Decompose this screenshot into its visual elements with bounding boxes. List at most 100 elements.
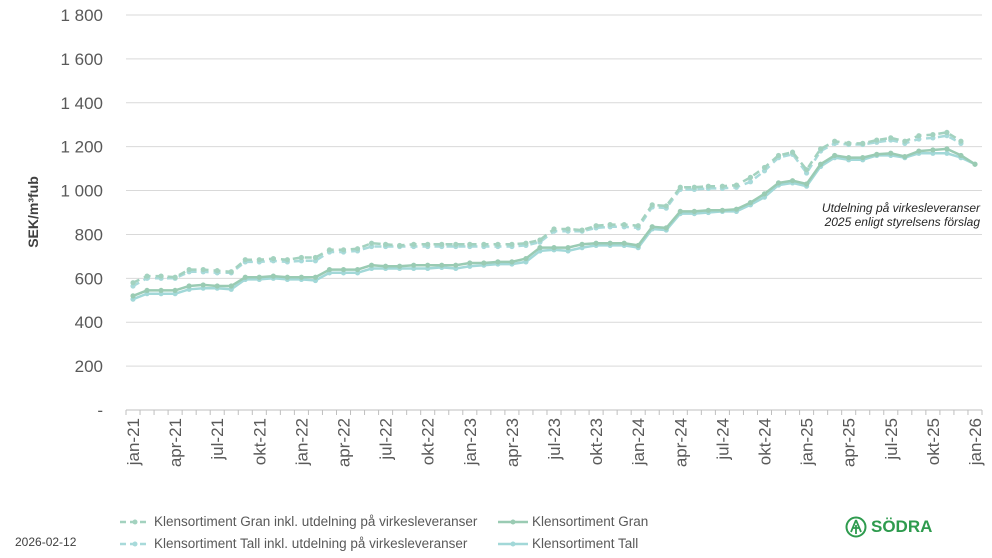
data-point: [958, 138, 964, 144]
data-point: [705, 207, 711, 213]
data-point: [621, 240, 627, 246]
data-point: [761, 164, 768, 171]
data-point: [411, 241, 417, 247]
legend-swatch-solid-icon: [498, 541, 528, 546]
legend-label: Klensortiment Tall inkl. utdelning på vi…: [154, 536, 468, 551]
y-tick-label: 800: [75, 225, 103, 244]
data-point: [200, 266, 206, 273]
x-tick-label: apr-23: [503, 418, 522, 467]
data-point: [677, 208, 683, 215]
legend-label: Klensortiment Gran: [532, 514, 649, 529]
data-point: [677, 184, 683, 190]
data-point: [565, 226, 571, 232]
data-point: [902, 138, 908, 144]
logo-text: SÖDRA: [871, 517, 933, 536]
data-point: [691, 208, 697, 215]
sodra-emblem-icon: [845, 516, 867, 538]
data-point: [719, 207, 725, 213]
data-point: [270, 273, 276, 279]
data-point: [593, 240, 599, 246]
x-tick-label: jul-23: [545, 418, 564, 461]
data-point: [551, 226, 557, 232]
data-point: [607, 240, 613, 246]
data-point: [228, 283, 234, 289]
annotation-line-2: 2025 enligt styrelsens förslag: [824, 215, 981, 229]
data-point: [719, 183, 725, 189]
y-tick-label: 1 600: [60, 50, 103, 69]
data-point: [214, 283, 220, 289]
data-point: [130, 293, 136, 299]
data-point: [747, 200, 754, 206]
data-point: [818, 161, 824, 167]
data-point: [495, 259, 501, 265]
data-point: [579, 227, 585, 233]
legend-swatch-dashed-icon: [120, 519, 150, 524]
data-point: [537, 245, 543, 251]
data-point: [649, 202, 655, 208]
y-tick-label: 600: [75, 269, 103, 288]
data-point: [368, 262, 375, 268]
data-point: [916, 148, 922, 154]
data-point: [509, 259, 515, 265]
data-point: [761, 191, 768, 197]
data-point: [186, 283, 192, 289]
data-point: [523, 240, 529, 246]
report-date: 2026-02-12: [15, 535, 77, 549]
x-tick-label: apr-24: [671, 418, 690, 467]
legend-swatch-dashed-icon: [120, 541, 150, 546]
data-point: [691, 184, 697, 190]
data-point: [649, 224, 655, 230]
legend-item-tall: Klensortiment Tall: [498, 536, 638, 551]
data-point: [270, 255, 276, 262]
data-point: [593, 223, 599, 229]
data-point: [635, 223, 641, 229]
data-point: [888, 135, 894, 141]
data-point: [775, 152, 782, 159]
x-tick-label: jan-21: [124, 418, 143, 466]
data-point: [256, 274, 262, 280]
legend-label: Klensortiment Gran inkl. utdelning på vi…: [154, 514, 478, 529]
data-point: [775, 180, 782, 186]
data-point: [818, 146, 824, 152]
data-point: [214, 268, 220, 274]
data-point: [481, 241, 487, 247]
data-point: [495, 241, 501, 247]
data-point: [326, 266, 333, 273]
data-point: [902, 153, 908, 160]
data-point: [733, 206, 740, 212]
legend-label: Klensortiment Tall: [532, 536, 639, 551]
y-tick-label: -: [97, 401, 103, 420]
data-point: [130, 280, 136, 286]
legend-item-gran-inkl: Klensortiment Gran inkl. utdelning på vi…: [120, 514, 477, 529]
data-point: [354, 246, 361, 252]
data-point: [579, 241, 585, 247]
x-tick-label: okt-24: [755, 418, 774, 465]
data-point: [383, 241, 389, 247]
x-tick-label: apr-25: [840, 418, 859, 467]
data-point: [832, 152, 838, 159]
data-point: [467, 241, 473, 247]
x-tick-label: apr-21: [166, 418, 185, 467]
data-point: [621, 221, 627, 228]
data-point: [944, 146, 950, 152]
data-point: [565, 245, 571, 251]
data-point: [158, 287, 164, 294]
x-tick-label: jan-23: [461, 418, 480, 466]
data-point: [944, 129, 950, 136]
data-point: [425, 262, 431, 268]
data-point: [242, 257, 248, 263]
data-point: [846, 155, 852, 161]
data-point: [607, 221, 613, 228]
data-point: [172, 274, 178, 280]
data-point: [326, 247, 333, 253]
legend-item-tall-inkl: Klensortiment Tall inkl. utdelning på vi…: [120, 536, 467, 551]
data-point: [537, 237, 543, 243]
data-point: [958, 152, 964, 159]
data-point: [523, 255, 529, 262]
data-point: [284, 257, 290, 263]
data-point: [144, 273, 150, 279]
data-point: [340, 266, 347, 273]
data-point: [453, 262, 459, 268]
x-tick-label: jul-21: [208, 418, 227, 461]
data-point: [383, 263, 389, 269]
